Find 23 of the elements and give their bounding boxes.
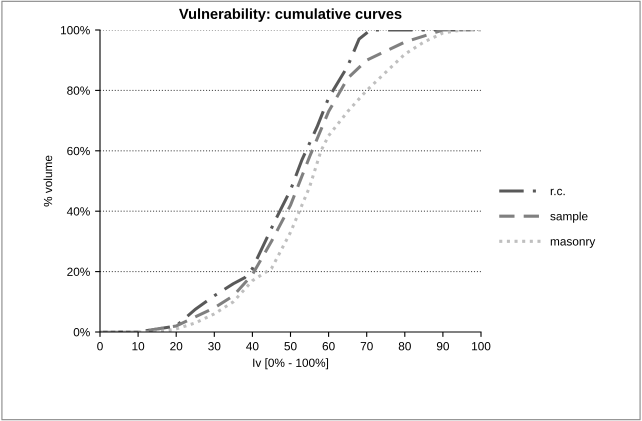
x-tick-label: 30 — [208, 342, 220, 350]
chart-title: Vulnerability: cumulative curves — [179, 8, 402, 22]
x-tick-label: 70 — [360, 342, 373, 350]
legend-label: masonry — [550, 239, 596, 248]
x-axis-title: Iv [0% - 100%] — [253, 358, 328, 370]
x-tick-label: 0 — [97, 342, 103, 350]
x-tick-label: 80 — [398, 342, 411, 350]
y-tick-label: 0% — [74, 328, 90, 336]
x-tick-label: 20 — [170, 342, 182, 350]
x-tick-label: 90 — [436, 342, 450, 350]
x-tick-label: 100 — [472, 342, 490, 350]
y-tick-label: 40% — [66, 207, 90, 216]
x-tick-label: 50 — [284, 342, 297, 350]
x-tick-label: 40 — [246, 342, 259, 350]
y-tick-label: 20% — [67, 268, 90, 276]
y-axis-title: % volume — [44, 156, 52, 206]
x-tick-label: 10 — [132, 342, 144, 350]
y-tick-label: 60% — [67, 146, 90, 156]
y-tick-label: 80% — [67, 86, 90, 95]
legend-label: r.c. — [550, 188, 565, 196]
x-tick-label: 60 — [322, 342, 335, 350]
y-tick-label: 100% — [60, 26, 90, 34]
legend-label: sample — [550, 212, 588, 223]
